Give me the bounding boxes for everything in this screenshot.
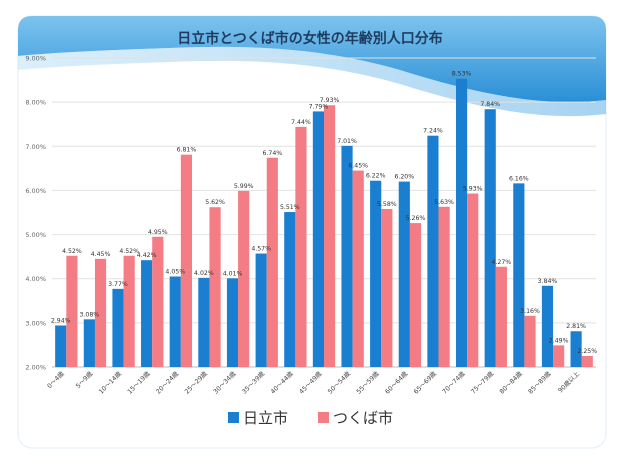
y-tick-label: 3.00% xyxy=(25,319,46,327)
data-labels: 2.94%4.52%3.08%4.45%3.77%4.52%4.42%4.95%… xyxy=(51,71,597,355)
bar-hitachi xyxy=(141,260,153,367)
data-label: 4.52% xyxy=(119,248,139,255)
bar-hitachi xyxy=(541,285,554,367)
data-label: 3.77% xyxy=(108,281,128,288)
data-label: 7.44% xyxy=(291,119,311,126)
data-label: 2.94% xyxy=(51,318,71,325)
bar-tsukuba xyxy=(324,105,336,368)
bar-tsukuba xyxy=(180,154,193,367)
legend-item: 日立市 xyxy=(228,409,288,427)
data-label: 7.93% xyxy=(320,97,340,104)
data-label: 4.27% xyxy=(492,259,512,266)
data-label: 4.52% xyxy=(62,248,82,255)
data-label: 7.84% xyxy=(480,101,500,108)
bar-hitachi xyxy=(427,135,439,367)
data-label: 5.93% xyxy=(463,186,483,193)
y-tick-label: 5.00% xyxy=(25,231,46,239)
data-label: 2.49% xyxy=(549,337,569,344)
data-label: 5.58% xyxy=(377,201,397,208)
bar-tsukuba xyxy=(467,193,479,367)
bar-hitachi xyxy=(198,277,210,367)
bar-tsukuba xyxy=(553,345,565,367)
y-tick-label: 6.00% xyxy=(25,187,46,195)
data-label: 5.63% xyxy=(434,199,454,206)
bar-hitachi xyxy=(570,331,582,367)
data-label: 4.42% xyxy=(137,252,157,259)
legend: 日立市 つくば市 xyxy=(228,409,393,427)
bar-tsukuba xyxy=(152,236,164,367)
data-label: 7.79% xyxy=(309,103,329,110)
y-tick-label: 7.00% xyxy=(25,143,46,151)
bar-tsukuba xyxy=(495,266,507,367)
y-tick-label: 8.00% xyxy=(25,99,46,107)
data-label: 4.02% xyxy=(194,270,214,277)
y-tick-label: 2.00% xyxy=(25,364,46,372)
data-label: 2.25% xyxy=(577,348,597,355)
bar-hitachi xyxy=(112,288,124,367)
bar-hitachi xyxy=(341,145,353,367)
data-label: 4.01% xyxy=(223,270,243,277)
bar-tsukuba xyxy=(238,190,250,367)
bar-hitachi xyxy=(484,109,496,367)
data-label: 6.81% xyxy=(177,147,197,154)
data-label: 3.08% xyxy=(80,311,100,318)
data-label: 4.45% xyxy=(91,251,111,258)
bar-hitachi xyxy=(255,253,267,367)
y-tick-label: 9.00% xyxy=(25,55,46,63)
data-label: 7.24% xyxy=(423,128,443,135)
legend-swatch xyxy=(318,412,329,423)
bar-hitachi xyxy=(55,325,67,367)
bar-hitachi xyxy=(169,276,181,367)
data-label: 3.16% xyxy=(520,308,540,315)
data-label: 7.01% xyxy=(337,138,357,145)
bar-hitachi xyxy=(455,78,468,368)
bars xyxy=(55,78,593,368)
bar-tsukuba xyxy=(209,207,221,367)
legend-label: 日立市 xyxy=(243,409,288,427)
bar-hitachi xyxy=(83,319,95,367)
data-label: 8.53% xyxy=(452,71,472,78)
bar-hitachi xyxy=(312,111,324,367)
data-label: 6.16% xyxy=(509,175,529,182)
data-label: 5.99% xyxy=(234,183,254,190)
data-label: 5.51% xyxy=(280,204,300,211)
bar-hitachi xyxy=(226,278,239,367)
bar-tsukuba xyxy=(266,157,278,367)
bar-hitachi xyxy=(370,180,382,367)
chart-title: 日立市とつくば市の女性の年齢別人口分布 xyxy=(177,30,442,47)
data-label: 4.95% xyxy=(148,229,168,236)
legend-swatch xyxy=(228,412,239,423)
bar-tsukuba xyxy=(438,206,450,367)
data-label: 5.62% xyxy=(205,199,225,206)
bar-hitachi xyxy=(284,212,296,367)
bar-tsukuba xyxy=(352,170,364,367)
bar-tsukuba xyxy=(581,355,593,367)
legend-item: つくば市 xyxy=(318,409,393,427)
data-label: 4.57% xyxy=(251,246,271,253)
bar-tsukuba xyxy=(524,315,536,367)
y-axis-ticks: 2.00% 3.00% 4.00% 5.00% 6.00% 7.00% 8.00% 9.00% xyxy=(25,55,46,372)
bar-tsukuba xyxy=(409,223,422,367)
y-tick-label: 4.00% xyxy=(25,275,46,283)
data-label: 4.05% xyxy=(165,269,185,276)
bar-tsukuba xyxy=(123,255,135,367)
data-label: 2.81% xyxy=(566,323,586,330)
data-label: 5.26% xyxy=(406,215,426,222)
bar-tsukuba xyxy=(381,208,393,367)
data-label: 6.22% xyxy=(366,173,386,180)
data-label: 3.84% xyxy=(538,278,558,285)
bar-hitachi xyxy=(398,181,410,367)
bar-tsukuba xyxy=(66,255,78,367)
bar-tsukuba xyxy=(295,126,307,367)
data-label: 6.20% xyxy=(394,174,414,181)
data-label: 6.74% xyxy=(262,150,282,157)
bar-tsukuba xyxy=(94,258,107,367)
bar-hitachi xyxy=(513,183,525,367)
data-label: 6.45% xyxy=(348,163,368,170)
legend-label: つくば市 xyxy=(333,409,393,427)
